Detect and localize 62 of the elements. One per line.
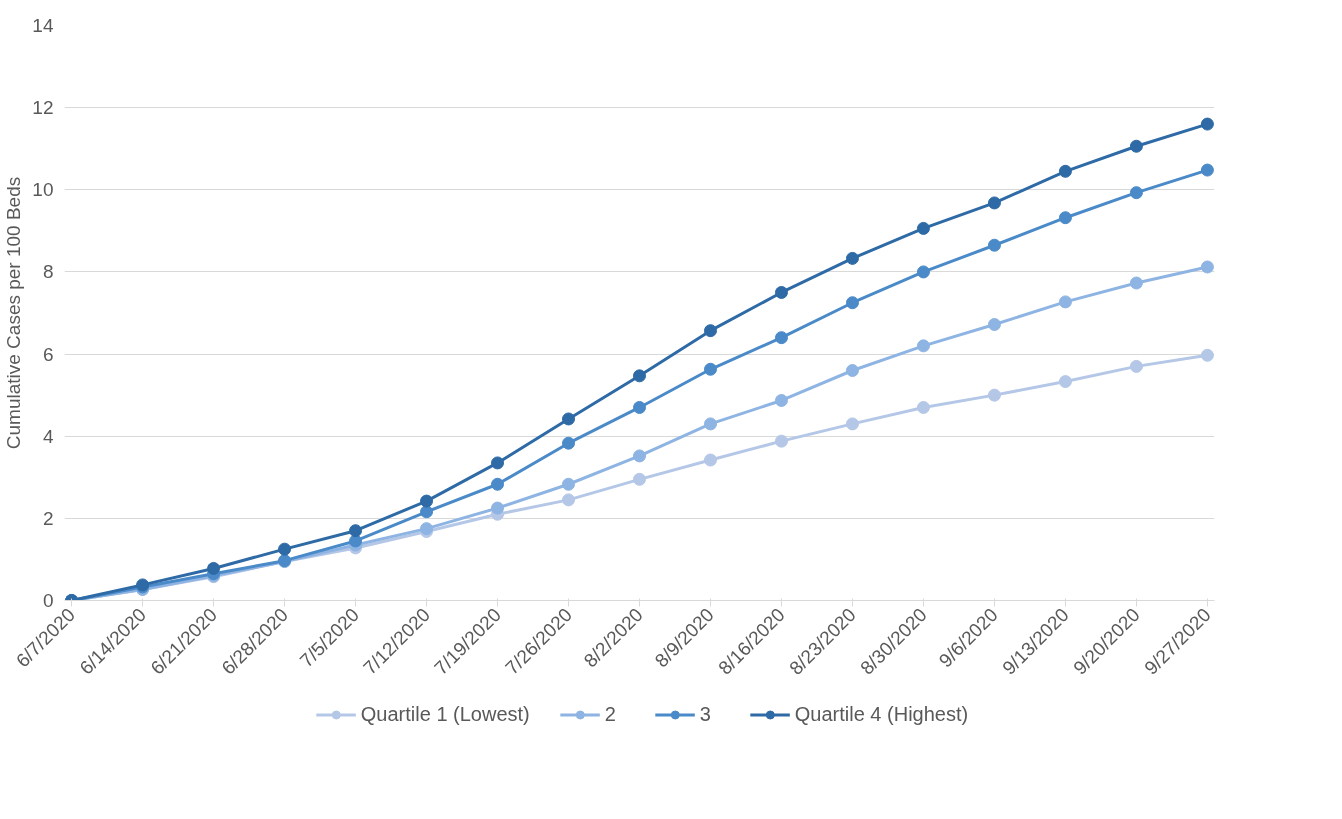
point — [562, 412, 576, 426]
y-tick-label: 2 — [42, 507, 54, 529]
point — [1129, 359, 1143, 373]
point — [1200, 117, 1214, 131]
point — [1058, 375, 1072, 389]
y-tick-label: 14 — [32, 15, 54, 36]
point — [278, 542, 292, 556]
point — [703, 362, 717, 376]
point — [845, 417, 859, 431]
point — [916, 400, 930, 414]
point — [420, 494, 434, 508]
y-tick-label: 12 — [32, 97, 54, 119]
point — [1200, 163, 1214, 177]
point — [916, 339, 930, 353]
point — [349, 534, 363, 548]
point — [1058, 211, 1072, 225]
point — [774, 285, 788, 299]
point — [491, 501, 505, 515]
point — [845, 364, 859, 377]
point — [420, 505, 434, 519]
point — [916, 221, 930, 235]
point — [562, 477, 576, 491]
point — [987, 318, 1001, 331]
legend-label: 2 — [604, 702, 617, 726]
y-tick-label: 8 — [42, 261, 54, 283]
point — [207, 561, 221, 575]
y-axis-title: Cumulative Cases per 100 Beds — [3, 176, 25, 450]
point — [349, 524, 363, 538]
y-tick-label: 4 — [42, 425, 54, 447]
point — [633, 449, 646, 463]
point — [703, 453, 717, 467]
point — [703, 324, 717, 338]
point — [1058, 295, 1072, 309]
point — [703, 417, 717, 431]
point — [562, 436, 576, 450]
point — [1129, 276, 1143, 290]
y-tick-label: 0 — [42, 590, 54, 611]
point — [1129, 139, 1143, 153]
point — [1200, 260, 1214, 274]
point — [774, 331, 788, 345]
point — [987, 238, 1001, 252]
point — [774, 434, 788, 448]
point — [845, 251, 859, 265]
point — [987, 388, 1001, 402]
legend-label: 3 — [699, 702, 712, 726]
y-tick-label: 10 — [32, 179, 54, 201]
y-tick-label: 6 — [42, 343, 54, 365]
point — [1200, 348, 1214, 362]
point — [1058, 164, 1072, 178]
point — [562, 493, 576, 507]
legend-label: Quartile 4 (Highest) — [794, 702, 969, 726]
point — [633, 369, 646, 383]
point — [491, 477, 505, 491]
point — [491, 456, 505, 470]
legend-label: Quartile 1 (Lowest) — [360, 702, 530, 726]
point — [987, 196, 1001, 210]
point — [633, 400, 646, 414]
point — [845, 296, 859, 310]
point — [633, 472, 646, 486]
point — [774, 393, 788, 407]
point — [1129, 186, 1143, 200]
point — [916, 265, 930, 279]
